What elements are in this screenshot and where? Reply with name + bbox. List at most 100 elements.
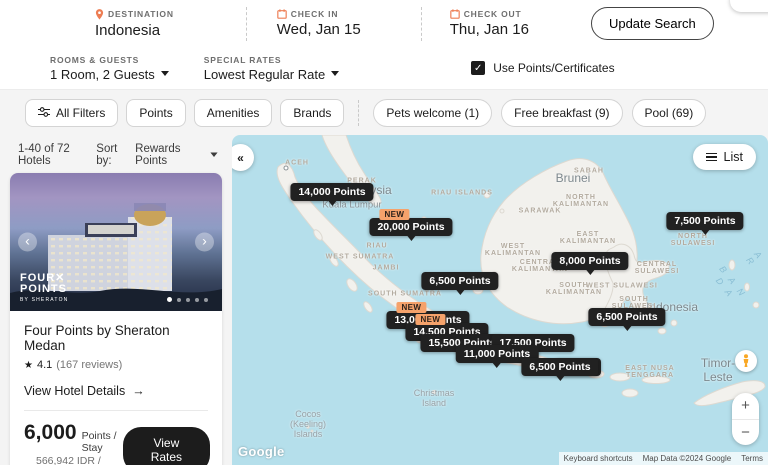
quick-filter-free-breakfast-9[interactable]: Free breakfast (9) bbox=[501, 98, 623, 127]
calendar-icon bbox=[449, 9, 460, 19]
carousel-dot[interactable] bbox=[177, 297, 181, 302]
carousel-dot[interactable] bbox=[195, 297, 199, 302]
cash-price: 566,942 IDR / Night bbox=[36, 455, 101, 465]
carousel-dot[interactable] bbox=[167, 297, 172, 302]
partial-widget bbox=[730, 0, 768, 12]
points-suffix: Points / Stay bbox=[81, 430, 117, 454]
price-label-text: 8,000 Points bbox=[559, 255, 621, 267]
search-bar: DESTINATION Indonesia CHECK IN Wed, Jan … bbox=[0, 0, 768, 47]
results-panel: 1-40 of 72 Hotels Sort by: Rewards Point… bbox=[0, 135, 232, 465]
price-label-text: 6,500 Points bbox=[529, 361, 591, 373]
carousel-dot[interactable] bbox=[204, 297, 208, 302]
collapse-panel-button[interactable]: « bbox=[232, 144, 254, 171]
quick-filters-group: Pets welcome (1) Free breakfast (9) Pool (… bbox=[373, 98, 707, 127]
special-rates-selector[interactable]: SPECIAL RATES Lowest Regular Rate bbox=[203, 54, 340, 82]
price-label-text: 7,500 Points bbox=[674, 215, 736, 227]
price-block: 6,000 Points / Stay 566,942 IDR / Night bbox=[24, 421, 123, 465]
options-bar: ROOMS & GUESTS 1 Room, 2 Guests SPECIAL … bbox=[0, 47, 768, 90]
sort-by-selector[interactable]: Sort by: Rewards Points bbox=[96, 143, 218, 167]
filter-bar: All Filters Points Amenities Brands Pets we… bbox=[0, 90, 768, 135]
price-label-text: 11,000 Points bbox=[463, 348, 531, 360]
check-in-value: Wed, Jan 15 bbox=[276, 21, 361, 38]
carousel-next-button[interactable]: › bbox=[195, 232, 214, 252]
street-view-pegman[interactable] bbox=[735, 350, 757, 372]
new-badge: NEW bbox=[396, 302, 427, 313]
view-rates-button[interactable]: View Rates bbox=[122, 427, 210, 465]
carousel-dots bbox=[167, 297, 208, 302]
map-price-pin[interactable]: 6,500 Points bbox=[588, 308, 666, 331]
map-price-pin[interactable]: 14,000 Points bbox=[290, 183, 374, 206]
points-value: 6,000 bbox=[24, 421, 77, 444]
view-hotel-details-link[interactable]: View Hotel Details → bbox=[24, 384, 145, 398]
divider bbox=[358, 99, 360, 126]
attribution-terms[interactable]: Terms bbox=[741, 454, 763, 463]
hotel-card[interactable]: ‹ › FOUR✕ POINTS BY SHERATON Four Points… bbox=[10, 173, 222, 465]
reviews-count: (167 reviews) bbox=[56, 359, 123, 371]
chevron-down-icon bbox=[331, 71, 340, 80]
new-badge: NEW bbox=[379, 209, 410, 220]
map-price-pin[interactable]: 8,000 Points bbox=[551, 252, 629, 275]
map-price-pin[interactable]: 6,500 Points bbox=[421, 272, 499, 295]
list-icon bbox=[705, 152, 717, 162]
filter-chip-points[interactable]: Points bbox=[126, 98, 186, 127]
filter-chip-label: Brands bbox=[293, 105, 332, 120]
attribution-map-data-2024-google[interactable]: Map Data ©2024 Google bbox=[642, 454, 732, 463]
location-pin-icon bbox=[95, 8, 104, 19]
results-count: 1-40 of 72 Hotels bbox=[18, 143, 70, 167]
filter-chip-amenities[interactable]: Amenities bbox=[193, 98, 273, 127]
use-points-label: Use Points/Certificates bbox=[493, 61, 615, 75]
use-points-checkbox-row[interactable]: ✓ Use Points/Certificates bbox=[471, 61, 615, 75]
calendar-icon bbox=[277, 9, 287, 19]
divider bbox=[732, 418, 759, 420]
hotel-building-illustration bbox=[10, 203, 222, 311]
filter-chip-label: Points bbox=[139, 105, 173, 120]
filter-chip-label: Amenities bbox=[206, 105, 260, 120]
sort-by-value: Rewards Points bbox=[135, 143, 181, 167]
check-out-label: CHECK OUT bbox=[463, 9, 522, 19]
quick-filter-pets-welcome-1[interactable]: Pets welcome (1) bbox=[373, 98, 493, 127]
price-label-text: 6,500 Points bbox=[596, 311, 658, 323]
star-icon: ★ bbox=[24, 359, 33, 371]
pegman-icon bbox=[743, 354, 749, 367]
divider bbox=[245, 6, 247, 41]
arrow-right-icon: → bbox=[132, 384, 145, 398]
zoom-out-button[interactable]: − bbox=[732, 420, 759, 446]
map-price-pin[interactable]: 7,500 Points bbox=[666, 212, 744, 235]
rooms-guests-selector[interactable]: ROOMS & GUESTS 1 Room, 2 Guests bbox=[50, 55, 169, 82]
check-out-field[interactable]: CHECK OUT Thu, Jan 16 bbox=[450, 9, 529, 38]
filter-chip-all-filters[interactable]: All Filters bbox=[25, 98, 119, 127]
carousel-prev-button[interactable]: ‹ bbox=[18, 232, 37, 252]
carousel-dot[interactable] bbox=[186, 297, 190, 302]
special-rates-label: SPECIAL RATES bbox=[203, 54, 282, 65]
brand-logo: FOUR✕ POINTS BY SHERATON bbox=[20, 271, 69, 303]
rooms-guests-label: ROOMS & GUESTS bbox=[50, 54, 140, 65]
divider bbox=[24, 410, 208, 411]
map-zoom-control: + − bbox=[732, 393, 759, 445]
new-badge: NEW bbox=[415, 314, 446, 325]
attribution-keyboard-shortcuts[interactable]: Keyboard shortcuts bbox=[563, 454, 633, 463]
filter-buttons-group: All Filters Points Amenities Brands bbox=[25, 98, 345, 127]
check-in-field[interactable]: CHECK IN Wed, Jan 15 bbox=[277, 9, 361, 38]
map-price-pin[interactable]: 20,000 Points NEW bbox=[369, 209, 453, 241]
destination-value: Indonesia bbox=[95, 21, 161, 39]
hotel-name[interactable]: Four Points by Sheraton Medan bbox=[24, 323, 170, 353]
hotel-photo: ‹ › FOUR✕ POINTS BY SHERATON bbox=[10, 173, 222, 311]
divider bbox=[420, 6, 422, 41]
map-attribution: Keyboard shortcuts Map Data ©2024 Google T… bbox=[558, 452, 768, 465]
rating-value: 4.1 bbox=[36, 359, 53, 371]
destination-field[interactable]: DESTINATION Indonesia bbox=[95, 8, 174, 39]
list-view-button[interactable]: List bbox=[692, 144, 756, 170]
map-price-pin[interactable]: 6,500 Points bbox=[521, 358, 599, 381]
chevron-down-icon bbox=[210, 152, 218, 160]
map-price-pin[interactable]: 11,000 Points bbox=[455, 345, 539, 368]
map[interactable]: MalaysiaKuala LumpurBruneiIndonesiaTimor… bbox=[232, 135, 768, 465]
update-search-button[interactable]: Update Search bbox=[590, 7, 714, 40]
sort-by-label: Sort by: bbox=[96, 143, 118, 167]
quick-filter-pool-69[interactable]: Pool (69) bbox=[631, 98, 707, 127]
checkbox-checked-icon[interactable]: ✓ bbox=[471, 61, 486, 75]
filter-chip-brands[interactable]: Brands bbox=[280, 98, 345, 127]
price-label-text: 20,000 Points bbox=[377, 221, 445, 233]
zoom-in-button[interactable]: + bbox=[732, 393, 759, 419]
google-logo: Google bbox=[238, 444, 285, 459]
